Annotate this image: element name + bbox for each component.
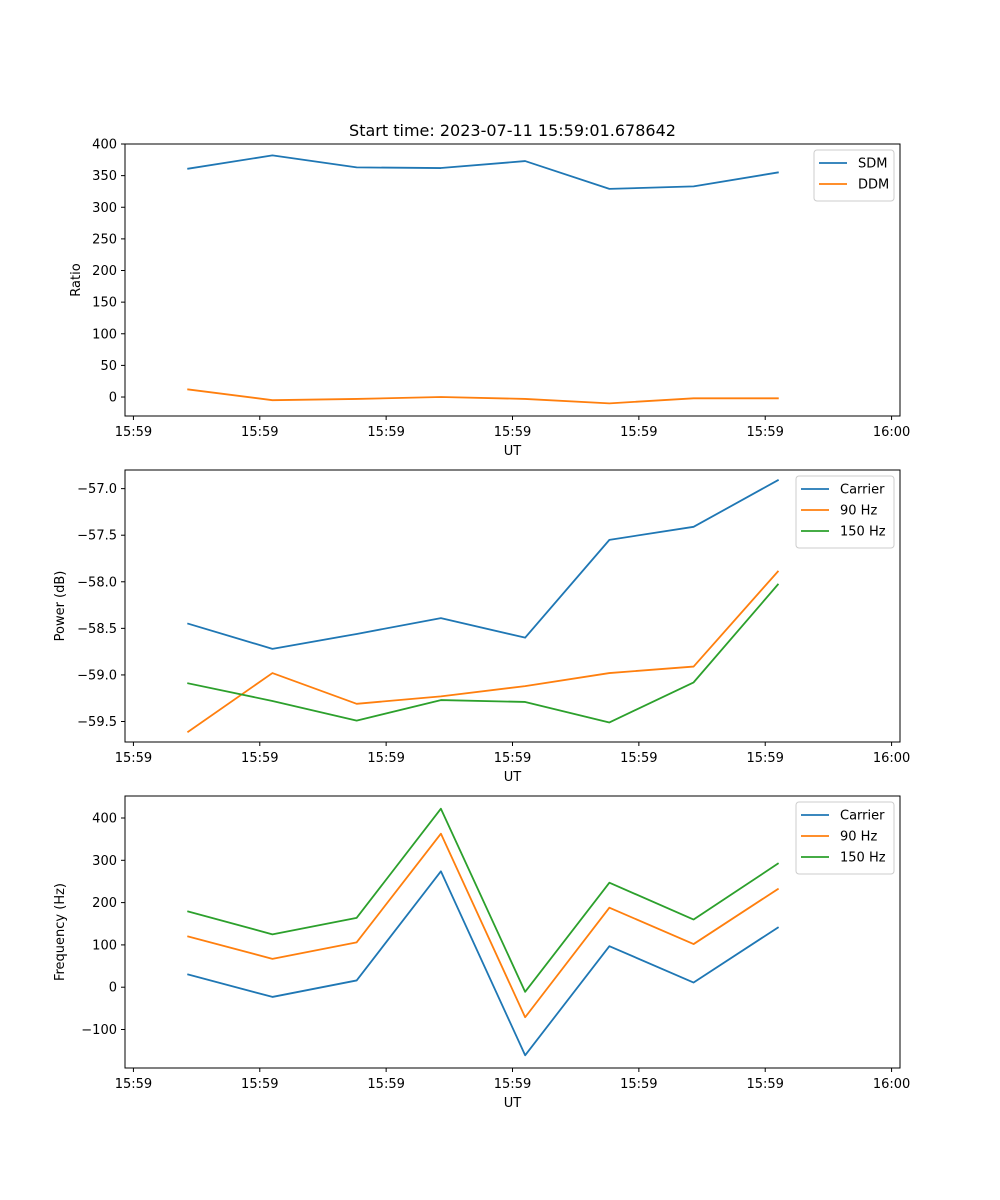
ratio-legend: SDM DDM bbox=[813, 149, 895, 202]
ratio-legend-label: DDM bbox=[858, 178, 889, 193]
frequency-series-150-hz-line bbox=[187, 807, 780, 993]
power-legend-label: 90 Hz bbox=[840, 504, 877, 519]
ratio-y-tick-label: 300 bbox=[92, 201, 117, 216]
power-x-tick-label: 15:59 bbox=[746, 751, 783, 766]
frequency-y-tick-label: 300 bbox=[92, 854, 117, 869]
frequency-y-tick-label: −100 bbox=[81, 1023, 117, 1038]
frequency-y-tick-label: 100 bbox=[92, 938, 117, 953]
ratio-x-tick-label: 15:59 bbox=[367, 425, 404, 440]
power-series-carrier-line bbox=[187, 479, 780, 650]
power-series-90-hz-line bbox=[186, 570, 780, 734]
ratio-y-axis-label: Ratio bbox=[69, 263, 84, 296]
ratio-x-tick-label: 15:59 bbox=[115, 425, 152, 440]
frequency-x-axis-label: UT bbox=[504, 1096, 522, 1111]
ratio-y-tick-label: 200 bbox=[92, 264, 117, 279]
power-series-150-hz-line bbox=[187, 583, 780, 724]
chart-title: Start time: 2023-07-11 15:59:01.678642 bbox=[349, 121, 676, 140]
frequency-panel: 15:59 15:59 15:59 15:59 15:59 15:59 16:00 −100 0… bbox=[53, 795, 910, 1111]
frequency-x-tick-label: 15:59 bbox=[367, 1077, 404, 1092]
frequency-y-tick-label: 0 bbox=[109, 981, 117, 996]
ratio-y-tick-label: 100 bbox=[92, 327, 117, 342]
frequency-x-tick-label: 15:59 bbox=[241, 1077, 278, 1092]
frequency-y-tick-label: 400 bbox=[92, 811, 117, 826]
frequency-series-90-hz-line bbox=[187, 832, 780, 1019]
ratio-y-tick-label: 50 bbox=[100, 359, 117, 374]
power-x-tick-label: 15:59 bbox=[620, 751, 657, 766]
ratio-y-tick-label: 400 bbox=[92, 138, 117, 153]
frequency-x-tick-label: 15:59 bbox=[115, 1077, 152, 1092]
power-legend-label: 150 Hz bbox=[840, 525, 886, 540]
ratio-y-tick-label: 0 bbox=[109, 391, 117, 406]
ratio-series-ddm-line bbox=[187, 388, 779, 405]
ratio-x-axis-label: UT bbox=[504, 444, 522, 459]
power-y-tick-label: −59.5 bbox=[77, 715, 117, 730]
power-x-tick-label: 16:00 bbox=[873, 751, 910, 766]
ratio-x-tick-label: 15:59 bbox=[241, 425, 278, 440]
power-x-tick-label: 15:59 bbox=[494, 751, 531, 766]
power-y-tick-label: −57.0 bbox=[77, 482, 117, 497]
ratio-y-tick-label: 150 bbox=[92, 296, 117, 311]
power-x-tick-label: 15:59 bbox=[115, 751, 152, 766]
ratio-y-tick-label: 250 bbox=[92, 232, 117, 247]
frequency-legend-box bbox=[795, 801, 895, 875]
ratio-series-sdm-line bbox=[187, 154, 779, 190]
power-y-tick-label: −58.0 bbox=[77, 575, 117, 590]
ratio-x-tick-label: 15:59 bbox=[494, 425, 531, 440]
ratio-panel: 15:59 15:59 15:59 15:59 15:59 15:59 16:00 0 50 10… bbox=[69, 138, 910, 460]
power-legend: Carrier 90 Hz 150 Hz bbox=[795, 475, 895, 549]
power-legend-label: Carrier bbox=[840, 483, 885, 498]
ratio-y-tick-label: 350 bbox=[92, 169, 117, 184]
frequency-x-tick-label: 15:59 bbox=[746, 1077, 783, 1092]
frequency-y-axis-label: Frequency (Hz) bbox=[53, 883, 68, 981]
power-x-tick-label: 15:59 bbox=[367, 751, 404, 766]
power-x-tick-label: 15:59 bbox=[241, 751, 278, 766]
frequency-legend-label: Carrier bbox=[840, 809, 885, 824]
frequency-legend-label: 90 Hz bbox=[840, 830, 877, 845]
frequency-x-tick-label: 15:59 bbox=[494, 1077, 531, 1092]
power-y-axis-label: Power (dB) bbox=[53, 571, 68, 642]
ratio-legend-label: SDM bbox=[858, 157, 887, 172]
frequency-series-carrier-line bbox=[187, 870, 780, 1057]
power-panel: 15:59 15:59 15:59 15:59 15:59 15:59 16:00 −59.5… bbox=[53, 469, 910, 785]
ratio-x-tick-label: 15:59 bbox=[620, 425, 657, 440]
frequency-x-tick-label: 16:00 bbox=[873, 1077, 910, 1092]
frequency-legend-label: 150 Hz bbox=[840, 851, 886, 866]
power-x-axis-label: UT bbox=[504, 770, 522, 785]
power-y-tick-label: −57.5 bbox=[77, 529, 117, 544]
frequency-y-tick-label: 200 bbox=[92, 896, 117, 911]
ratio-x-tick-label: 16:00 bbox=[873, 425, 910, 440]
power-y-tick-label: −58.5 bbox=[77, 622, 117, 637]
power-legend-box bbox=[795, 475, 895, 549]
power-y-tick-label: −59.0 bbox=[77, 668, 117, 683]
ratio-x-tick-label: 15:59 bbox=[746, 425, 783, 440]
frequency-legend: Carrier 90 Hz 150 Hz bbox=[795, 801, 895, 875]
frequency-x-tick-label: 15:59 bbox=[620, 1077, 657, 1092]
